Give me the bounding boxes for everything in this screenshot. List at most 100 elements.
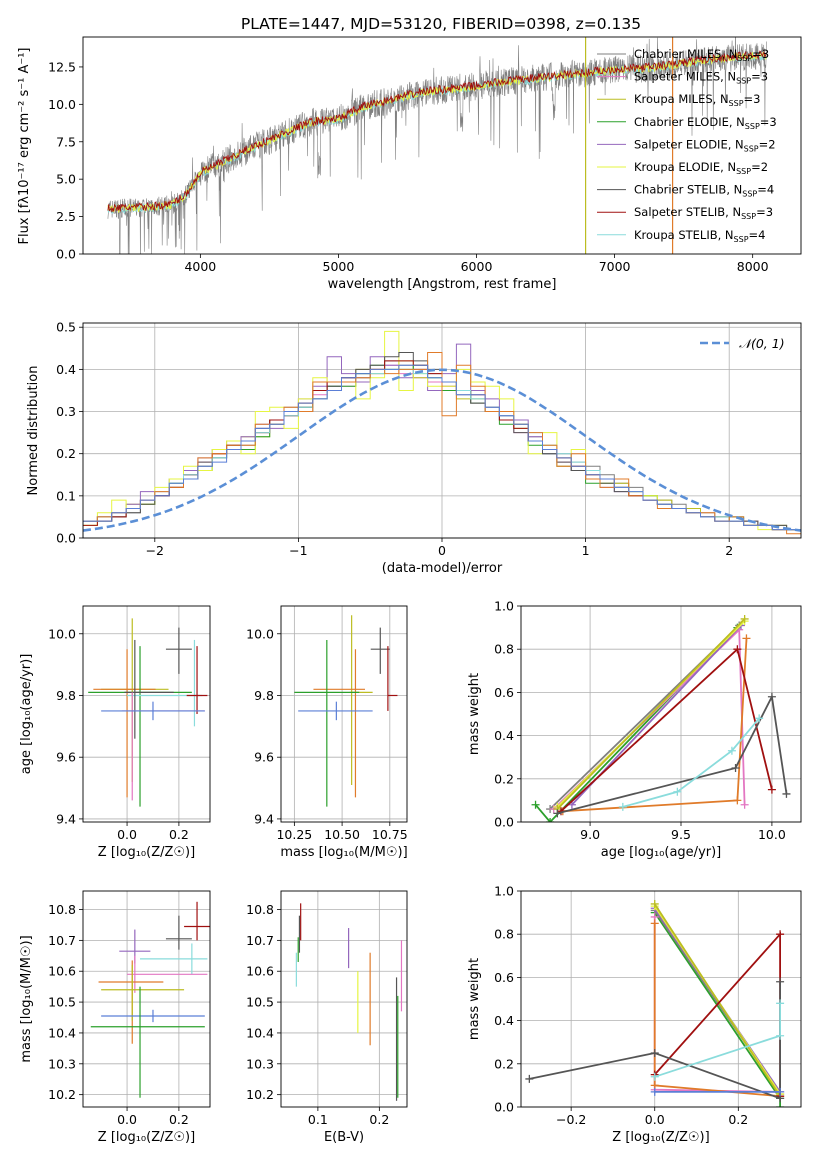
y-tick-label: 9.6 xyxy=(254,750,274,765)
y-tick-label: 10.0 xyxy=(48,97,76,112)
legend-label: 𝒩(0, 1) xyxy=(739,336,785,351)
errorbar-point xyxy=(298,701,373,721)
y-tick-label: 9.8 xyxy=(254,688,274,703)
errorbar-point xyxy=(101,701,205,721)
legend-label: Kroupa MILES, NSSP=3 xyxy=(634,92,760,108)
errorbar-point xyxy=(165,627,192,674)
y-tick-label: 10.0 xyxy=(246,626,274,641)
legend-label-subscript: SSP xyxy=(734,235,749,244)
weight-marker xyxy=(525,1074,534,1083)
y-tick-label: 0.0 xyxy=(56,247,76,262)
weight-series-line xyxy=(557,693,788,815)
x-tick-label: 0 xyxy=(438,543,446,558)
legend-label-subscript: SSP xyxy=(742,190,757,199)
x-tick-label: 10.0 xyxy=(758,827,786,842)
legend-label: Kroupa ELODIE, NSSP=2 xyxy=(634,160,768,176)
spectrum-panel: 4000 5000 6000 7000 8000 0.0 2.5 5.0 7.5 10.0 12.5… xyxy=(17,36,802,292)
weight-marker xyxy=(776,930,785,939)
x-tick-label: −0.2 xyxy=(556,1112,586,1127)
y-tick-label: 10.2 xyxy=(246,1087,274,1102)
plot-area xyxy=(294,615,398,807)
y-tick-label: 1.0 xyxy=(494,599,514,614)
weight-marker xyxy=(727,746,736,755)
weight-series-line xyxy=(529,981,781,1100)
legend-label: Chabrier MILES, NSSP=3 xyxy=(634,47,769,63)
weight-marker xyxy=(776,1031,785,1040)
errorbar-point xyxy=(93,649,156,798)
y-tick-label: 7.5 xyxy=(56,134,76,149)
legend-label-text: Chabrier STELIB, N xyxy=(634,183,742,197)
x-tick-label: −2 xyxy=(146,543,164,558)
y-tick-label: 9.4 xyxy=(56,811,76,826)
weight-marker xyxy=(731,764,740,772)
x-tick-label: 2 xyxy=(725,543,733,558)
weight-marker xyxy=(767,692,776,701)
y-tick-label: 1.0 xyxy=(494,884,514,899)
errorbar-point xyxy=(184,901,210,941)
errorbar-point xyxy=(387,646,398,711)
x-tick-label: 6000 xyxy=(461,259,493,274)
x-tick-label: −1 xyxy=(289,543,307,558)
y-tick-label: 0.1 xyxy=(56,488,76,503)
legend-label-text: Salpeter ELODIE, N xyxy=(634,137,744,151)
legend-label-text: Kroupa MILES, N xyxy=(634,92,729,106)
axes-frame xyxy=(82,322,802,539)
errorbar-point xyxy=(88,646,192,807)
y-tick-label: 10.7 xyxy=(246,933,274,948)
y-tick-label: 0.2 xyxy=(494,771,514,786)
plot-area xyxy=(107,37,767,254)
y-tick-label: 10.3 xyxy=(246,1056,274,1071)
x-tick-label: 0.2 xyxy=(728,1112,748,1127)
y-tick-label: 10.6 xyxy=(48,964,76,979)
y-tick-label: 0.4 xyxy=(494,1013,514,1028)
plot-area xyxy=(88,618,208,807)
x-tick-label: 0.0 xyxy=(117,1112,137,1127)
legend-label-subscript: SSP xyxy=(744,144,759,153)
x-axis-label: Z [log₁₀(Z/Z☉)] xyxy=(612,1130,709,1145)
weight-marker xyxy=(755,714,764,723)
legend-label: Salpeter MILES, NSSP=3 xyxy=(634,70,768,86)
legend-label: Salpeter STELIB, NSSP=3 xyxy=(634,205,773,221)
legend-label-value: =3 xyxy=(751,70,768,84)
y-axis-label: mass weight xyxy=(467,673,482,755)
x-axis-label: mass [log₁₀(M/M☉)] xyxy=(280,845,407,860)
legend-label-text: Chabrier MILES, N xyxy=(634,47,737,61)
y-tick-label: 0.6 xyxy=(494,685,514,700)
legend-label-value: =4 xyxy=(749,228,766,242)
weight-marker xyxy=(740,614,749,623)
legend-label-subscript: SSP xyxy=(745,122,760,131)
weight-marker xyxy=(767,785,776,794)
weight-marker xyxy=(740,800,749,809)
legend-label-text: Chabrier ELODIE, N xyxy=(634,115,745,129)
x-tick-label: 10.75 xyxy=(372,827,408,842)
plot-area xyxy=(531,614,791,822)
weight-marker xyxy=(553,809,562,818)
legend-label-text: Kroupa ELODIE, N xyxy=(634,160,736,174)
y-tick-label: 10.6 xyxy=(246,964,274,979)
plot-area xyxy=(525,899,785,1107)
weight-marker xyxy=(776,1087,785,1096)
errorbar-point xyxy=(349,615,373,785)
y-tick-label: 12.5 xyxy=(48,59,76,74)
y-tick-label: 0.0 xyxy=(494,1100,514,1115)
y-axis-label: age [log₁₀(age/yr)] xyxy=(19,654,34,775)
mass-vs-extinction-panel: 0.1 0.2 10.2 10.3 10.4 10.5 10.6 10.7 10.8 E(B-V) xyxy=(246,890,408,1145)
axes-frame xyxy=(520,605,802,823)
y-tick-label: 0.8 xyxy=(494,927,514,942)
axes-frame xyxy=(520,890,802,1108)
y-tick-label: 2.5 xyxy=(56,209,76,224)
y-tick-label: 0.2 xyxy=(56,446,76,461)
y-axis-label: mass [log₁₀(M/M☉)] xyxy=(19,935,34,1062)
legend-label-subscript: SSP xyxy=(736,167,751,176)
weight-marker xyxy=(650,1049,659,1057)
y-tick-label: 0.0 xyxy=(56,531,76,546)
legend-label-subscript: SSP xyxy=(741,212,756,221)
weight-marker xyxy=(650,1072,659,1081)
x-tick-label: 0.1 xyxy=(308,1112,328,1127)
errorbar-point xyxy=(90,986,205,1098)
y-tick-label: 0.6 xyxy=(494,970,514,985)
spectrum-data-line xyxy=(107,37,767,254)
y-tick-label: 10.8 xyxy=(246,902,274,917)
y-axis-label: Normed distribution xyxy=(26,366,41,496)
